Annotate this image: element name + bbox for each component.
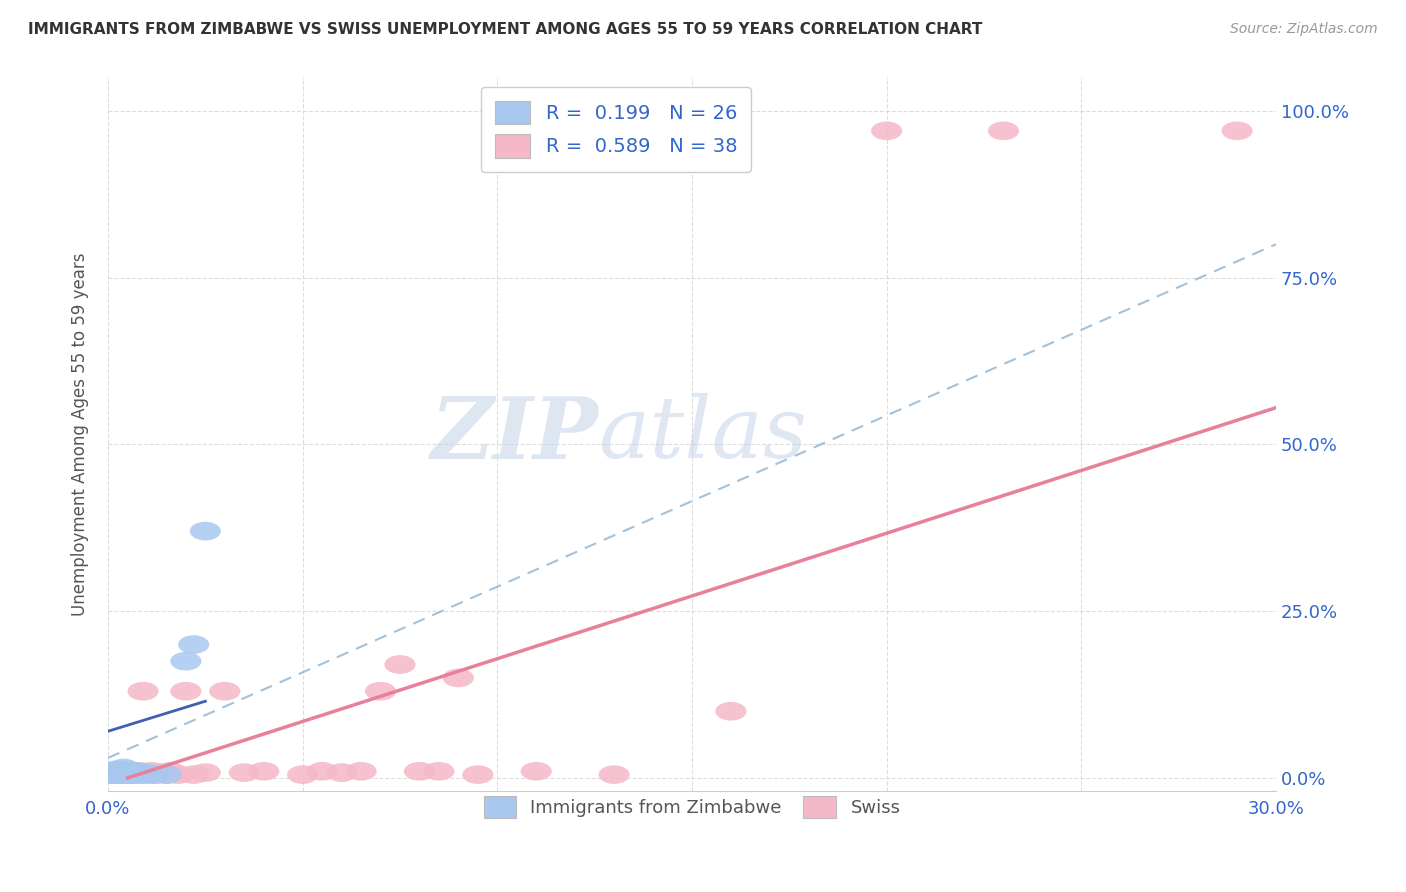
Ellipse shape bbox=[229, 764, 260, 782]
Ellipse shape bbox=[135, 762, 166, 780]
Ellipse shape bbox=[131, 765, 163, 784]
Ellipse shape bbox=[100, 764, 131, 782]
Ellipse shape bbox=[463, 765, 494, 784]
Ellipse shape bbox=[96, 765, 128, 784]
Ellipse shape bbox=[443, 668, 474, 687]
Ellipse shape bbox=[247, 762, 280, 780]
Ellipse shape bbox=[115, 762, 146, 780]
Ellipse shape bbox=[155, 762, 186, 780]
Ellipse shape bbox=[112, 765, 143, 784]
Ellipse shape bbox=[209, 681, 240, 700]
Ellipse shape bbox=[108, 758, 139, 777]
Ellipse shape bbox=[179, 765, 209, 784]
Ellipse shape bbox=[384, 656, 416, 673]
Ellipse shape bbox=[404, 762, 434, 780]
Ellipse shape bbox=[179, 635, 209, 654]
Ellipse shape bbox=[120, 762, 150, 780]
Ellipse shape bbox=[128, 681, 159, 700]
Ellipse shape bbox=[520, 762, 551, 780]
Ellipse shape bbox=[139, 765, 170, 784]
Ellipse shape bbox=[108, 762, 139, 780]
Text: atlas: atlas bbox=[599, 393, 807, 475]
Ellipse shape bbox=[128, 765, 159, 784]
Ellipse shape bbox=[150, 765, 181, 784]
Ellipse shape bbox=[108, 765, 139, 784]
Ellipse shape bbox=[120, 765, 150, 784]
Ellipse shape bbox=[96, 765, 128, 784]
Ellipse shape bbox=[100, 764, 131, 782]
Ellipse shape bbox=[366, 681, 396, 700]
Ellipse shape bbox=[346, 762, 377, 780]
Ellipse shape bbox=[143, 764, 174, 782]
Ellipse shape bbox=[124, 762, 155, 780]
Ellipse shape bbox=[150, 765, 181, 784]
Ellipse shape bbox=[190, 764, 221, 782]
Ellipse shape bbox=[326, 764, 357, 782]
Ellipse shape bbox=[170, 681, 201, 700]
Ellipse shape bbox=[104, 765, 135, 784]
Ellipse shape bbox=[139, 765, 170, 784]
Ellipse shape bbox=[1222, 121, 1253, 140]
Ellipse shape bbox=[988, 121, 1019, 140]
Text: Source: ZipAtlas.com: Source: ZipAtlas.com bbox=[1230, 22, 1378, 37]
Ellipse shape bbox=[96, 762, 128, 780]
Ellipse shape bbox=[287, 765, 318, 784]
Ellipse shape bbox=[120, 765, 150, 784]
Ellipse shape bbox=[599, 765, 630, 784]
Ellipse shape bbox=[115, 765, 146, 784]
Legend: Immigrants from Zimbabwe, Swiss: Immigrants from Zimbabwe, Swiss bbox=[477, 789, 908, 825]
Ellipse shape bbox=[423, 762, 454, 780]
Text: ZIP: ZIP bbox=[430, 392, 599, 476]
Ellipse shape bbox=[104, 761, 135, 780]
Ellipse shape bbox=[100, 761, 131, 780]
Ellipse shape bbox=[872, 121, 903, 140]
Ellipse shape bbox=[163, 765, 194, 784]
Ellipse shape bbox=[112, 764, 143, 782]
Y-axis label: Unemployment Among Ages 55 to 59 years: Unemployment Among Ages 55 to 59 years bbox=[72, 252, 89, 616]
Ellipse shape bbox=[112, 761, 143, 780]
Ellipse shape bbox=[124, 764, 155, 782]
Ellipse shape bbox=[104, 764, 135, 782]
Ellipse shape bbox=[716, 702, 747, 721]
Text: IMMIGRANTS FROM ZIMBABWE VS SWISS UNEMPLOYMENT AMONG AGES 55 TO 59 YEARS CORRELA: IMMIGRANTS FROM ZIMBABWE VS SWISS UNEMPL… bbox=[28, 22, 983, 37]
Ellipse shape bbox=[112, 765, 143, 784]
Ellipse shape bbox=[108, 762, 139, 780]
Ellipse shape bbox=[190, 522, 221, 541]
Ellipse shape bbox=[100, 765, 131, 784]
Ellipse shape bbox=[170, 652, 201, 671]
Ellipse shape bbox=[131, 764, 163, 782]
Ellipse shape bbox=[104, 765, 135, 784]
Ellipse shape bbox=[307, 762, 337, 780]
Ellipse shape bbox=[115, 764, 146, 782]
